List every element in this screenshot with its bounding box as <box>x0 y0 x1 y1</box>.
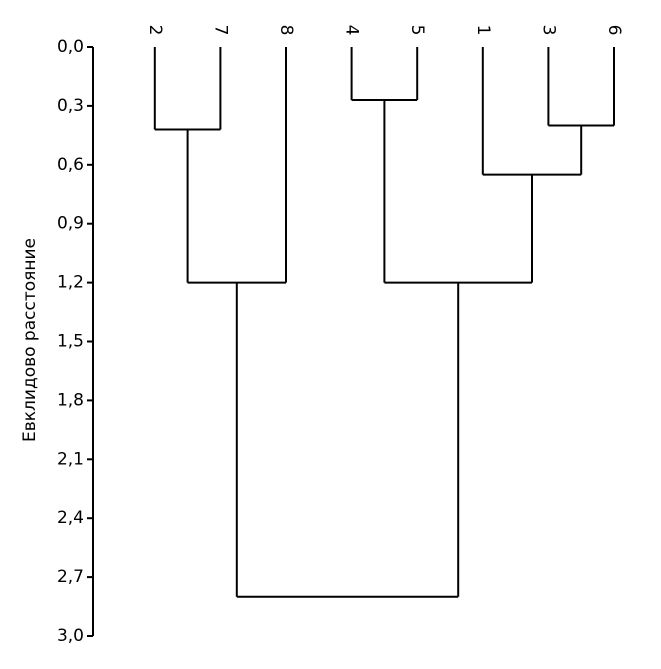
leaf-label: 2 <box>145 25 165 36</box>
leaf-label: 1 <box>473 25 493 36</box>
y-tick-label: 0,9 <box>57 214 84 234</box>
y-axis-label: Евклидово расстояние <box>20 238 40 442</box>
y-tick-label: 1,8 <box>57 390 84 410</box>
leaf-label: 7 <box>210 25 230 36</box>
leaf-label: 4 <box>342 25 362 36</box>
y-tick-label: 2,7 <box>57 567 84 587</box>
y-tick-label: 0,0 <box>57 37 84 57</box>
leaf-label: 3 <box>538 25 558 36</box>
y-tick-label: 1,2 <box>57 273 84 293</box>
leaf-label: 5 <box>407 25 427 36</box>
leaf-label: 6 <box>604 25 624 36</box>
y-tick-label: 0,3 <box>57 96 84 116</box>
y-tick-label: 1,5 <box>57 332 84 352</box>
y-tick-label: 3,0 <box>57 626 84 646</box>
y-tick-label: 2,4 <box>57 508 84 528</box>
y-tick-label: 2,1 <box>57 449 84 469</box>
y-tick-label: 0,6 <box>57 155 84 175</box>
leaf-label: 8 <box>276 25 296 36</box>
